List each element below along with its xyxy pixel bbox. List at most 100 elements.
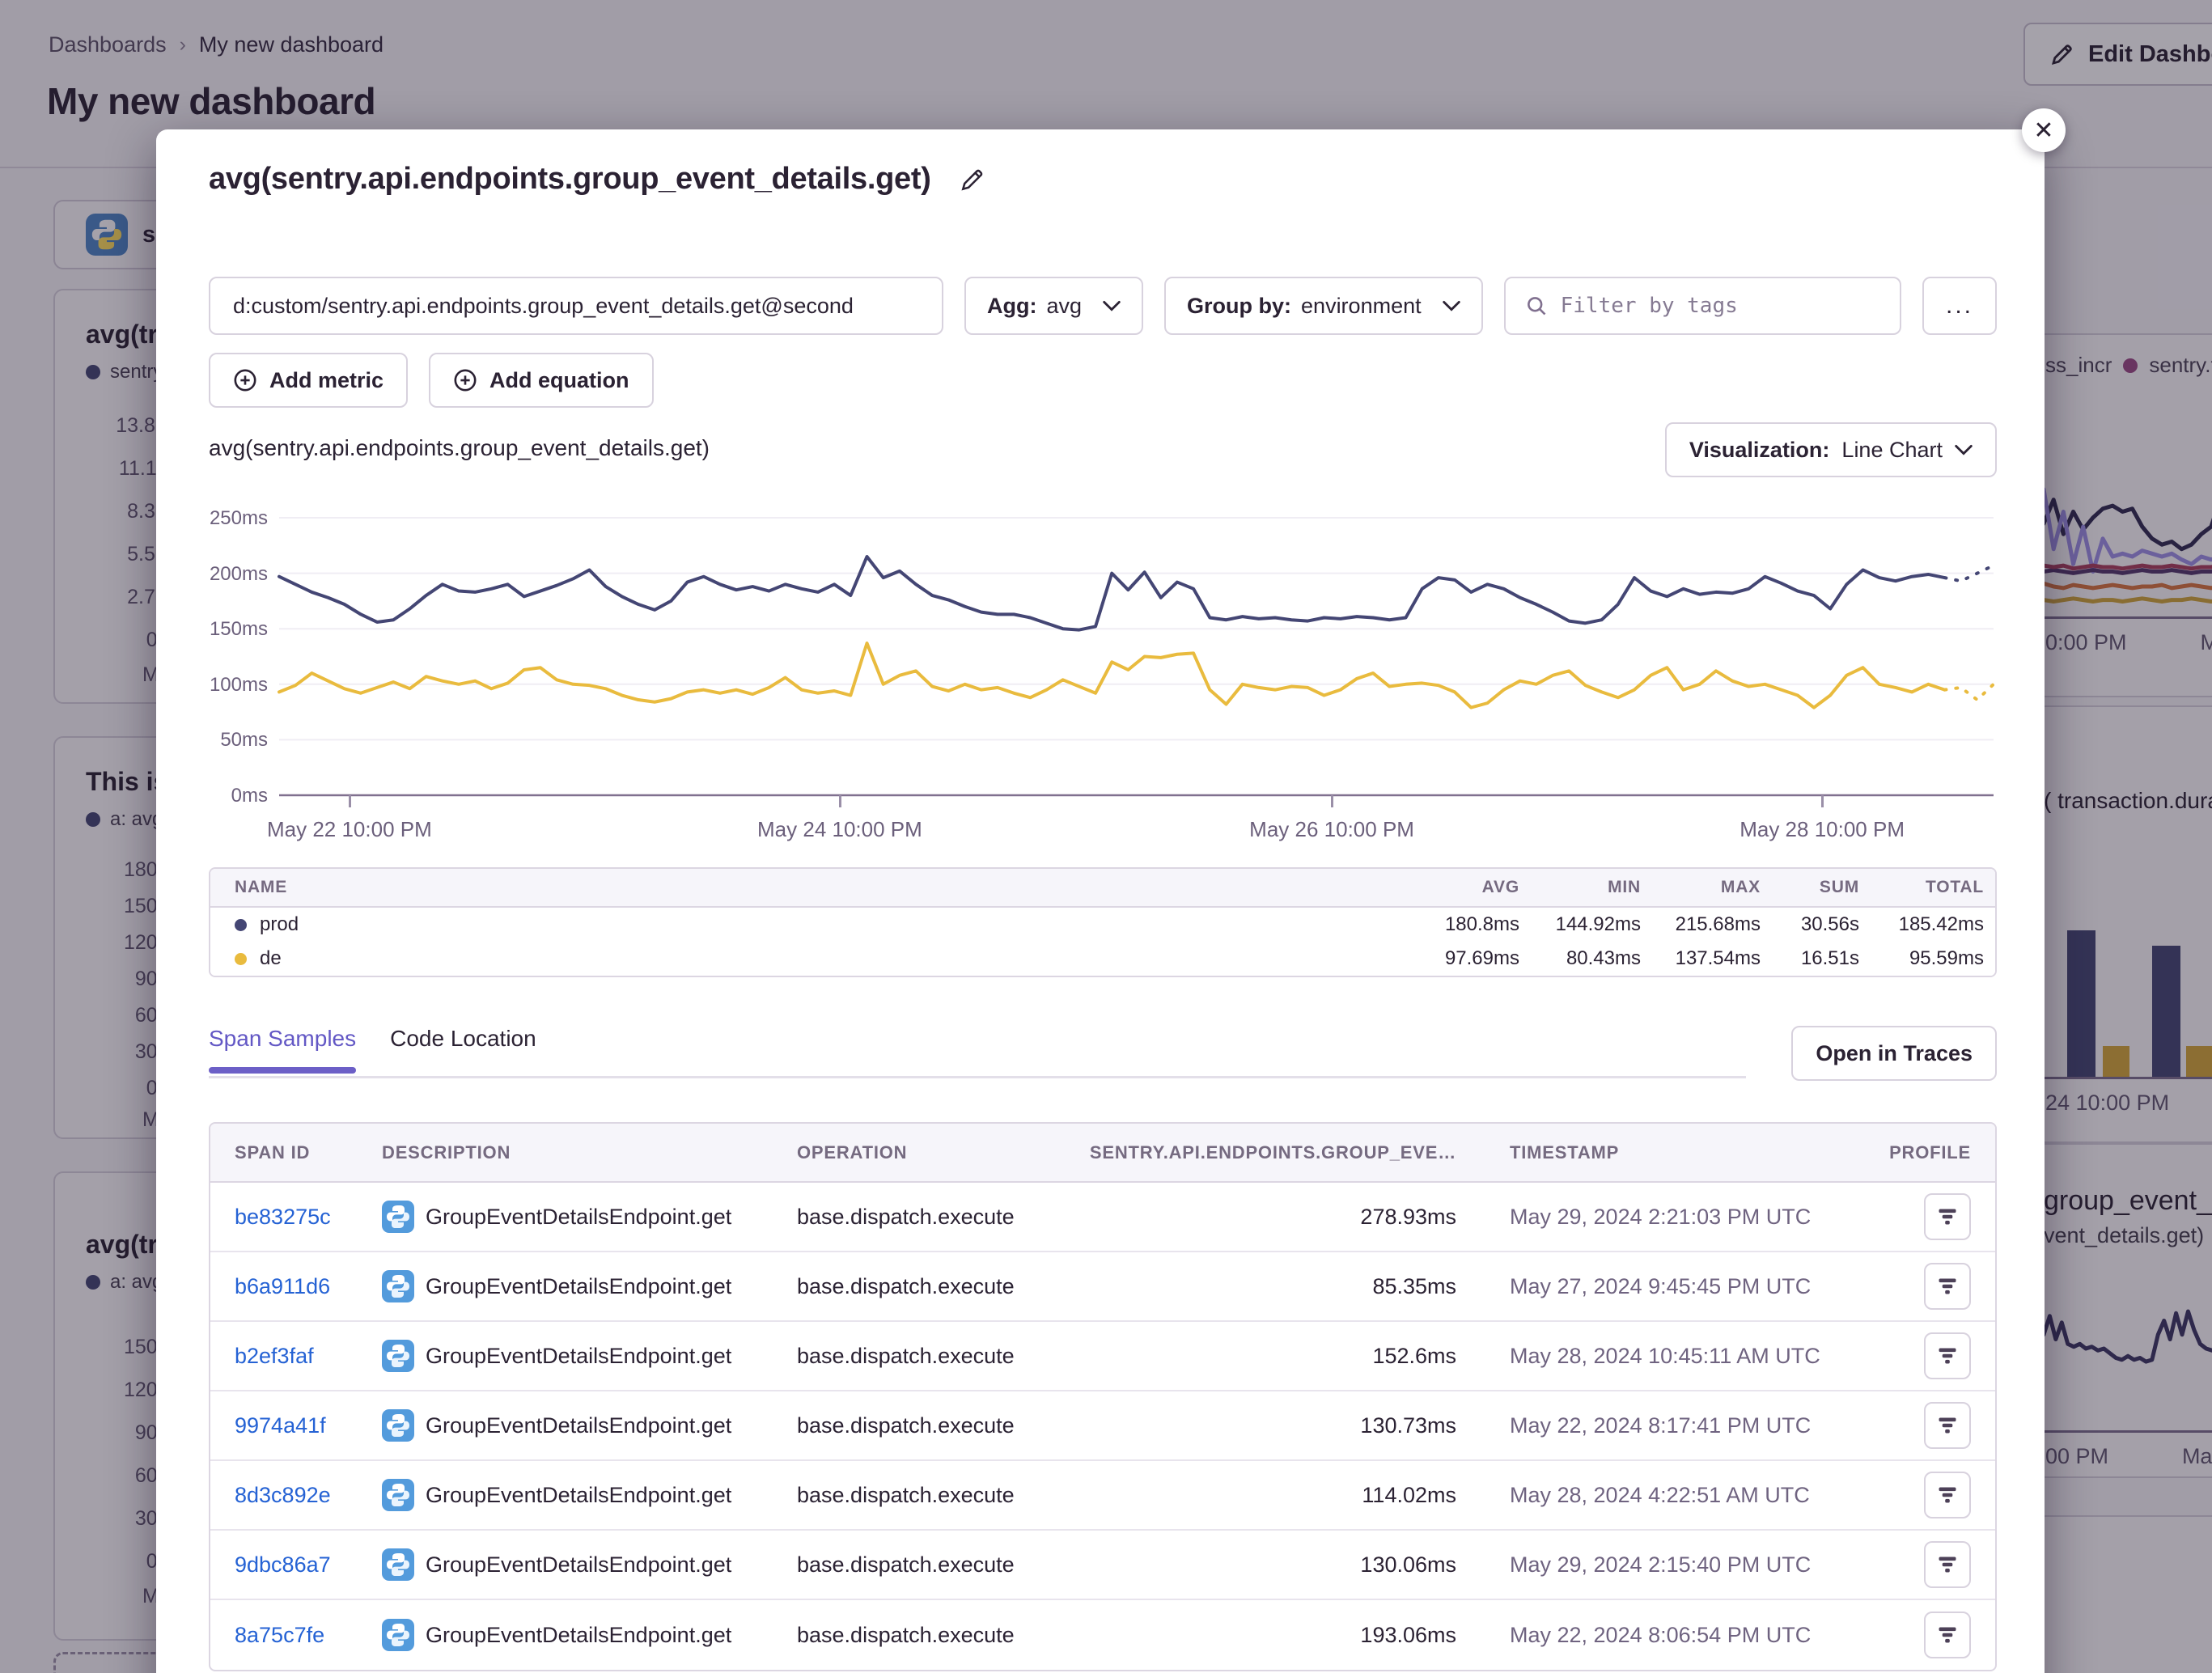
filter-placeholder: Filter by tags (1561, 294, 1738, 318)
series-summary-table: NAME AVG MIN MAX SUM TOTAL prod 180.8ms … (209, 867, 1997, 977)
profile-button[interactable] (1924, 1612, 1971, 1658)
metric-query-value: d:custom/sentry.api.endpoints.group_even… (233, 294, 854, 319)
chart-title: avg(sentry.api.endpoints.group_event_det… (209, 435, 710, 461)
span-id-link[interactable]: 8d3c892e (235, 1483, 382, 1508)
python-icon (382, 1548, 414, 1581)
span-operation: base.dispatch.execute (797, 1623, 1074, 1648)
span-sample-row[interactable]: be83275c GroupEventDetailsEndpoint.get b… (210, 1183, 1995, 1252)
span-description: GroupEventDetailsEndpoint.get (426, 1623, 731, 1648)
profiling-icon (1936, 1484, 1959, 1506)
span-description: GroupEventDetailsEndpoint.get (426, 1413, 731, 1438)
span-description: GroupEventDetailsEndpoint.get (426, 1274, 731, 1299)
tabs: Span SamplesCode Location (209, 1026, 570, 1071)
add-metric-button[interactable]: Add metric (209, 353, 408, 408)
more-options-button[interactable]: ... (1922, 277, 1997, 335)
span-description: GroupEventDetailsEndpoint.get (426, 1205, 731, 1230)
profile-button[interactable] (1924, 1541, 1971, 1588)
summary-row[interactable]: de 97.69ms 80.43ms 137.54ms 16.51s 95.59… (210, 942, 1995, 976)
open-in-traces-button[interactable]: Open in Traces (1791, 1026, 1997, 1081)
span-sample-row[interactable]: 9974a41f GroupEventDetailsEndpoint.get b… (210, 1391, 1995, 1461)
profile-button[interactable] (1924, 1263, 1971, 1310)
plus-circle-icon (233, 368, 257, 392)
span-operation: base.dispatch.execute (797, 1344, 1074, 1369)
profiling-icon (1936, 1553, 1959, 1576)
chart-x-axis-labels: May 22 10:00 PM May 24 10:00 PM May 26 1… (279, 817, 1994, 845)
profile-button[interactable] (1924, 1193, 1971, 1240)
profile-button[interactable] (1924, 1472, 1971, 1518)
profiling-icon (1936, 1624, 1959, 1646)
span-id-link[interactable]: be83275c (235, 1205, 382, 1230)
profiling-icon (1936, 1205, 1959, 1228)
search-icon (1525, 294, 1548, 317)
line-chart[interactable] (279, 518, 1994, 795)
span-operation: base.dispatch.execute (797, 1413, 1074, 1438)
span-operation: base.dispatch.execute (797, 1483, 1074, 1508)
span-timestamp: May 27, 2024 9:45:45 PM UTC (1456, 1274, 1835, 1299)
edit-title-pencil-icon[interactable] (959, 166, 986, 193)
python-icon (382, 1619, 414, 1651)
span-duration: 114.02ms (1074, 1483, 1456, 1508)
span-duration: 152.6ms (1074, 1344, 1456, 1369)
profiling-icon (1936, 1414, 1959, 1437)
span-sample-row[interactable]: 8d3c892e GroupEventDetailsEndpoint.get b… (210, 1461, 1995, 1531)
aggregation-select[interactable]: Agg: avg (964, 277, 1143, 335)
python-icon (382, 1409, 414, 1442)
span-operation: base.dispatch.execute (797, 1205, 1074, 1230)
visualization-select[interactable]: Visualization: Line Chart (1665, 422, 1997, 477)
span-duration: 85.35ms (1074, 1274, 1456, 1299)
span-description: GroupEventDetailsEndpoint.get (426, 1552, 731, 1578)
modal-title: avg(sentry.api.endpoints.group_event_det… (209, 162, 931, 197)
span-description: GroupEventDetailsEndpoint.get (426, 1344, 731, 1369)
span-sample-row[interactable]: b6a911d6 GroupEventDetailsEndpoint.get b… (210, 1252, 1995, 1322)
group-by-select[interactable]: Group by: environment (1164, 277, 1483, 335)
span-timestamp: May 28, 2024 4:22:51 AM UTC (1456, 1483, 1835, 1508)
span-samples-header-row: SPAN ID DESCRIPTION OPERATION SENTRY.API… (210, 1124, 1995, 1183)
profile-button[interactable] (1924, 1332, 1971, 1379)
series-color-dot (235, 919, 247, 931)
span-id-link[interactable]: b2ef3faf (235, 1344, 382, 1369)
span-timestamp: May 28, 2024 10:45:11 AM UTC (1456, 1344, 1835, 1369)
tab[interactable]: Span Samples (209, 1026, 390, 1071)
span-sample-row[interactable]: 9dbc86a7 GroupEventDetailsEndpoint.get b… (210, 1531, 1995, 1600)
span-timestamp: May 29, 2024 2:21:03 PM UTC (1456, 1205, 1835, 1230)
python-icon (382, 1479, 414, 1511)
metric-query-input[interactable]: d:custom/sentry.api.endpoints.group_even… (209, 277, 943, 335)
chart-x-axis-ticks (279, 795, 1994, 808)
summary-header-row: NAME AVG MIN MAX SUM TOTAL (210, 869, 1995, 908)
profile-button[interactable] (1924, 1402, 1971, 1449)
plus-circle-icon (453, 368, 477, 392)
python-icon (382, 1201, 414, 1233)
add-equation-button[interactable]: Add equation (429, 353, 653, 408)
span-id-link[interactable]: 9974a41f (235, 1413, 382, 1438)
span-duration: 130.06ms (1074, 1552, 1456, 1578)
span-sample-row[interactable]: b2ef3faf GroupEventDetailsEndpoint.get b… (210, 1322, 1995, 1391)
python-icon (382, 1270, 414, 1302)
span-id-link[interactable]: 8a75c7fe (235, 1623, 382, 1648)
chevron-down-icon (1103, 300, 1121, 311)
span-duration: 130.73ms (1074, 1413, 1456, 1438)
span-operation: base.dispatch.execute (797, 1552, 1074, 1578)
span-samples-table: SPAN ID DESCRIPTION OPERATION SENTRY.API… (209, 1122, 1997, 1671)
metric-details-modal: ✕ avg(sentry.api.endpoints.group_event_d… (156, 129, 2045, 1673)
span-sample-row[interactable]: 8a75c7fe GroupEventDetailsEndpoint.get b… (210, 1600, 1995, 1670)
summary-row[interactable]: prod 180.8ms 144.92ms 215.68ms 30.56s 18… (210, 908, 1995, 942)
span-duration: 193.06ms (1074, 1623, 1456, 1648)
span-timestamp: May 22, 2024 8:06:54 PM UTC (1456, 1623, 1835, 1648)
series-color-dot (235, 953, 247, 965)
profiling-icon (1936, 1345, 1959, 1367)
python-icon (382, 1340, 414, 1372)
chevron-down-icon (1955, 444, 1973, 455)
span-id-link[interactable]: 9dbc86a7 (235, 1552, 382, 1578)
span-operation: base.dispatch.execute (797, 1274, 1074, 1299)
span-duration: 278.93ms (1074, 1205, 1456, 1230)
filter-by-tags-input[interactable]: Filter by tags (1504, 277, 1901, 335)
span-timestamp: May 22, 2024 8:17:41 PM UTC (1456, 1413, 1835, 1438)
close-icon[interactable]: ✕ (2022, 108, 2066, 152)
chevron-down-icon (1443, 300, 1460, 311)
tab[interactable]: Code Location (390, 1026, 570, 1071)
span-description: GroupEventDetailsEndpoint.get (426, 1483, 731, 1508)
tabs-divider (209, 1076, 1746, 1078)
series-name: prod (260, 913, 299, 936)
span-id-link[interactable]: b6a911d6 (235, 1274, 382, 1299)
span-timestamp: May 29, 2024 2:15:40 PM UTC (1456, 1552, 1835, 1578)
